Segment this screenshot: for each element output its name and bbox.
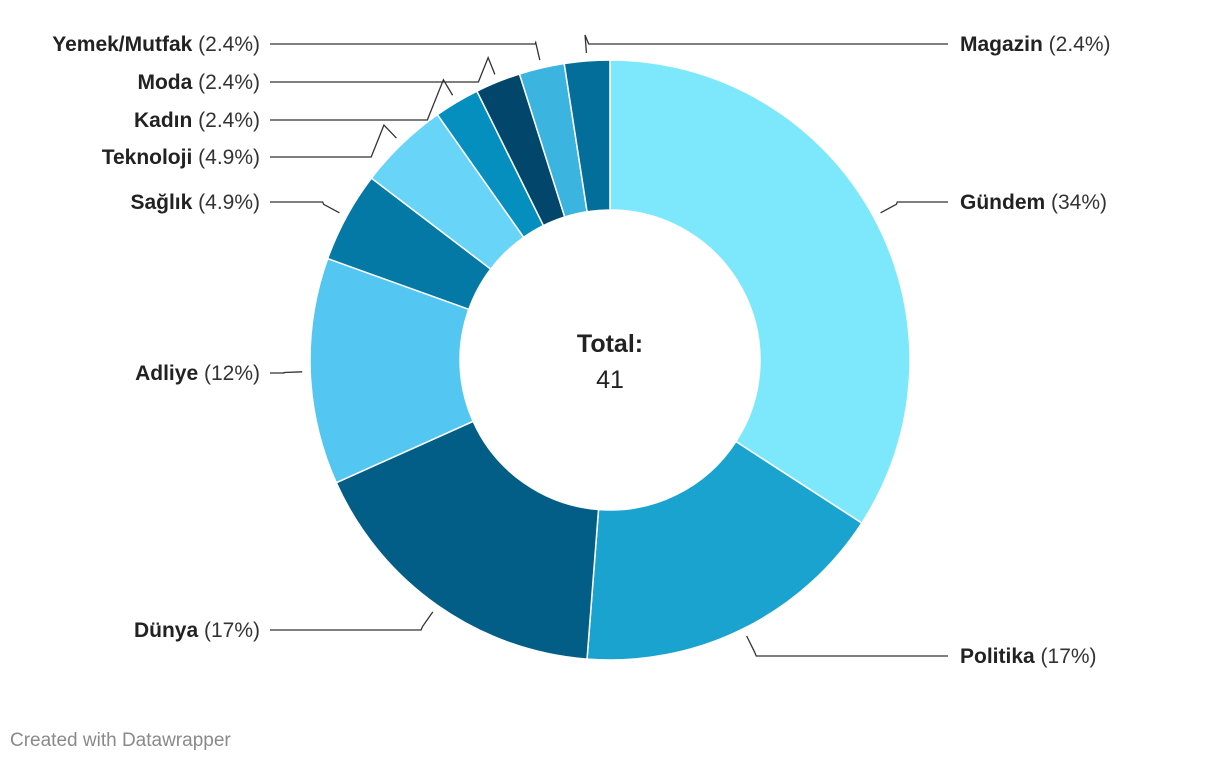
slice-labels: Gündem (34%) Politika (17%) Dünya (17%) Adl… — [52, 33, 1110, 668]
label-saglik: Sağlık (4.9%) — [130, 191, 260, 214]
leader-moda — [270, 55, 496, 83]
slices — [309, 59, 911, 661]
datawrapper-credit: Created with Datawrapper — [10, 730, 231, 751]
leader-yemek-mutfak — [270, 40, 541, 61]
leader-gundem — [880, 201, 948, 214]
center-total-value: 41 — [596, 366, 624, 394]
leader-kadin — [270, 78, 454, 121]
label-moda: Moda (2.4%) — [137, 71, 260, 94]
leader-dunya — [270, 611, 434, 631]
leader-lines — [270, 34, 948, 657]
slice-dunya — [335, 420, 600, 660]
label-gundem: Gündem (34%) — [960, 191, 1107, 214]
label-magazin: Magazin (2.4%) — [960, 33, 1111, 56]
leader-adliye — [270, 371, 303, 374]
label-teknoloji: Teknoloji (4.9%) — [102, 146, 260, 169]
leader-politika — [746, 635, 948, 657]
label-adliye: Adliye (12%) — [135, 362, 260, 385]
label-kadin: Kadın (2.4%) — [134, 109, 260, 132]
slice-gundem — [609, 59, 911, 525]
slice-magazin — [563, 59, 611, 213]
leader-magazin — [584, 34, 948, 53]
leader-saglik — [270, 201, 340, 214]
slice-politika — [586, 440, 863, 661]
leader-teknoloji — [270, 123, 397, 158]
center-total-label: Total: — [577, 330, 643, 358]
label-politika: Politika (17%) — [960, 645, 1097, 668]
label-yemek-mutfak: Yemek/Mutfak (2.4%) — [52, 33, 260, 56]
label-dunya: Dünya (17%) — [134, 619, 260, 642]
